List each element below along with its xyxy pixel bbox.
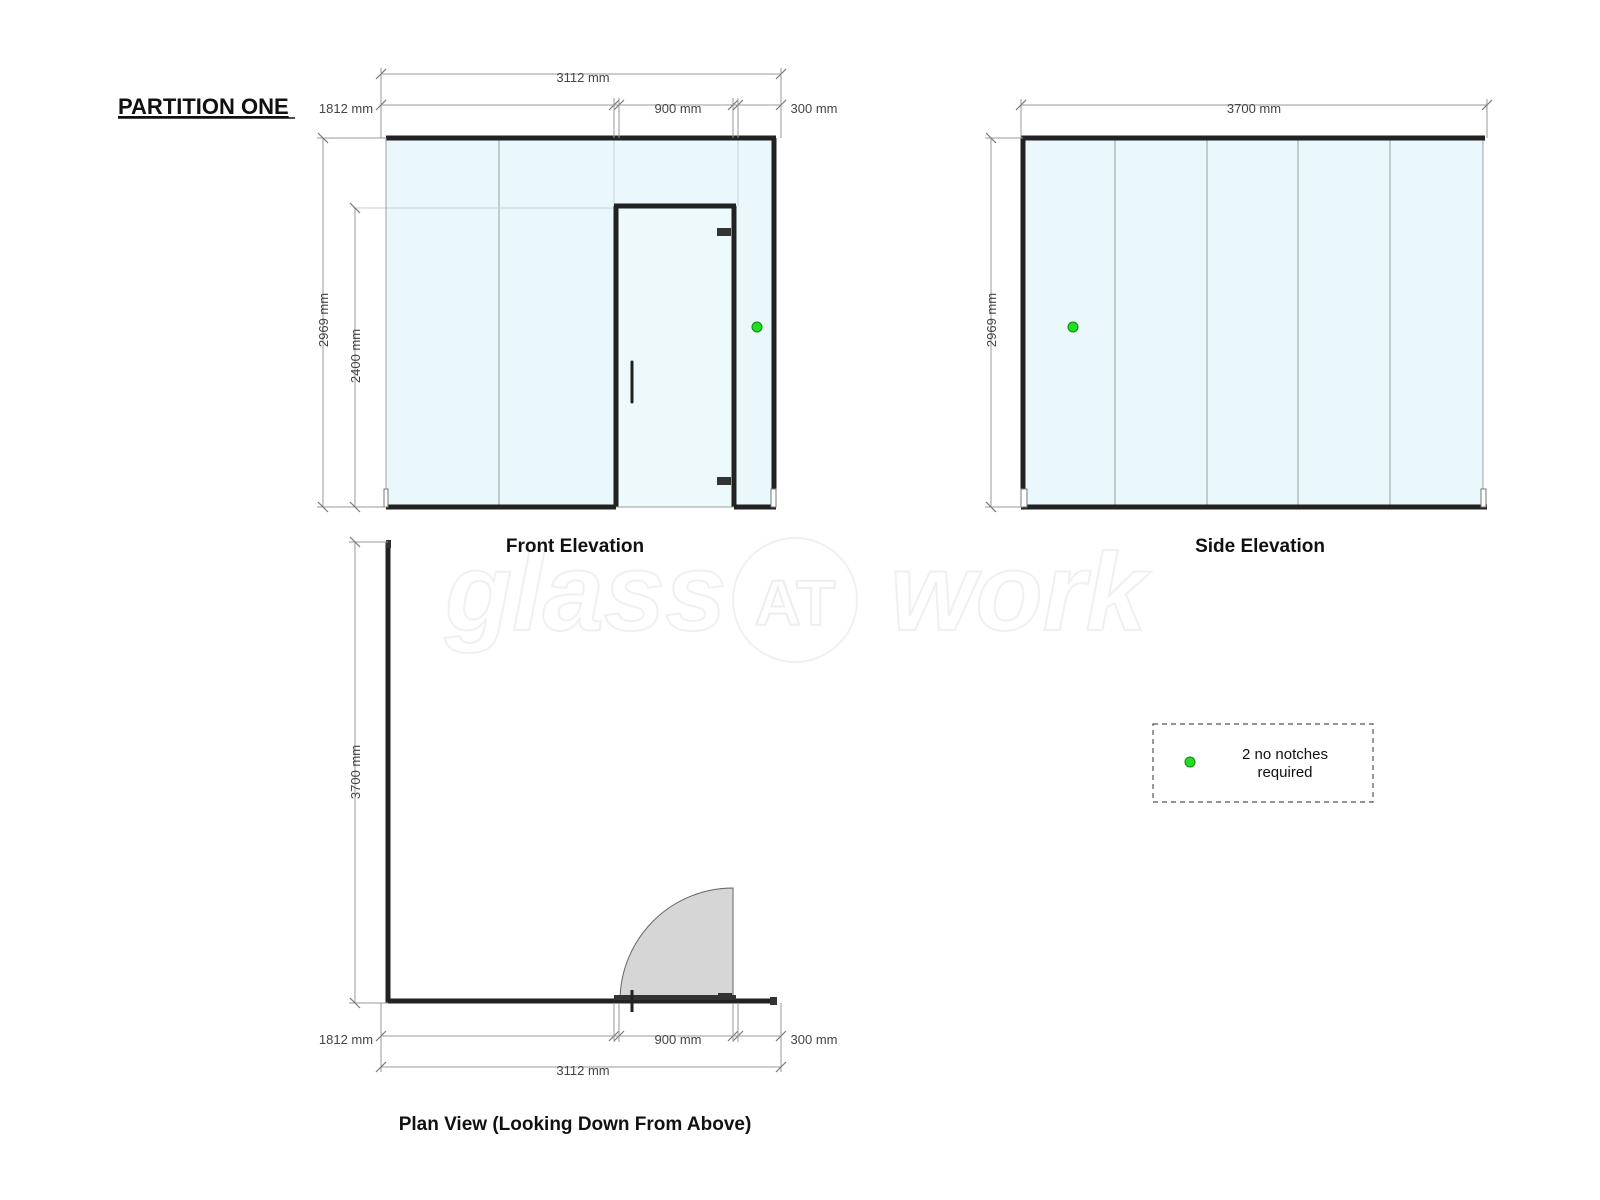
legend-notch-marker (1184, 756, 1196, 768)
page-title: PARTITION ONE (118, 94, 289, 119)
watermark-badge-circle (732, 537, 858, 663)
legend: 2 no notches required (1152, 723, 1374, 803)
dim-plan-left: 1812 mm (319, 1032, 373, 1047)
plan-door-hinge (718, 993, 732, 999)
legend-line-2: required (1257, 764, 1312, 781)
side-glass (1021, 138, 1483, 507)
front-door-leaf (616, 206, 734, 507)
side-end-cap-left (1020, 488, 1028, 508)
watermark-left: glass (444, 531, 726, 654)
dim-side-width: 3700 mm (1227, 101, 1281, 116)
plan-wall-end (386, 540, 391, 548)
door-swing-arc (619, 887, 734, 1002)
side-elevation: 3700 mm 2969 mm Side Elevation (984, 99, 1493, 557)
dim-front-left: 1812 mm (319, 101, 373, 116)
dim-front-total: 3112 mm (556, 70, 609, 85)
dim-front-right: 300 mm (791, 101, 838, 116)
side-end-cap-right (1480, 488, 1487, 508)
front-elevation: 3112 mm 1812 mm 900 mm 300 mm 2969 mm 24… (316, 68, 837, 557)
notch-marker-front (751, 321, 763, 333)
dim-plan-total: 3112 mm (556, 1063, 609, 1078)
dim-side-height: 2969 mm (984, 293, 999, 347)
door-hinge-top (717, 228, 731, 236)
front-end-cap-left (383, 488, 389, 508)
legend-line-1: 2 no notches (1242, 746, 1328, 763)
plan-view: 3700 mm 1812 mm 900 mm 300 mm 3112 mm Pl… (319, 536, 838, 1135)
dim-door-height: 2400 mm (348, 329, 363, 383)
watermark-right: work (890, 531, 1152, 654)
plan-wall-end (770, 997, 777, 1005)
side-elevation-caption: Side Elevation (1195, 536, 1325, 557)
front-elevation-caption: Front Elevation (506, 536, 644, 557)
plan-door-leaf (614, 995, 736, 1000)
front-end-cap-right (770, 488, 777, 508)
plan-view-caption: Plan View (Looking Down From Above) (399, 1114, 752, 1135)
watermark: glass AT work (443, 530, 1153, 663)
dim-front-height: 2969 mm (316, 293, 331, 347)
dim-plan-door: 900 mm (655, 1032, 702, 1047)
watermark-badge: AT (755, 567, 836, 639)
dim-front-door: 900 mm (655, 101, 702, 116)
door-hinge-bottom (717, 477, 731, 485)
dim-plan-depth: 3700 mm (348, 745, 363, 799)
notch-marker-side (1067, 321, 1079, 333)
dim-plan-right: 300 mm (791, 1032, 838, 1047)
